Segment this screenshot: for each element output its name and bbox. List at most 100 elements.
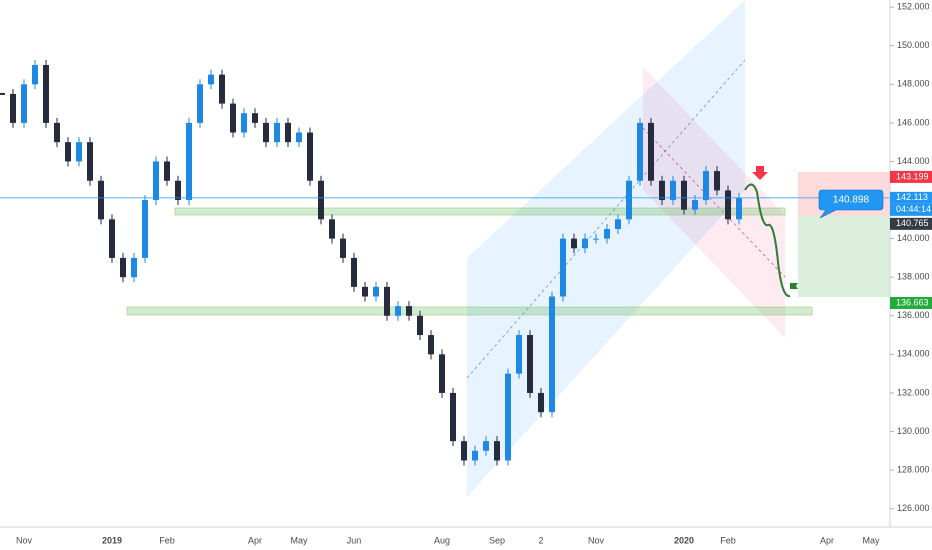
candle (0, 92, 5, 95)
candle (208, 74, 214, 85)
countdown-tag (890, 203, 932, 216)
y-tick-label: 152.000 (897, 2, 930, 12)
candle (637, 122, 643, 181)
support-zone (126, 306, 813, 316)
x-tick-label: Apr (820, 535, 834, 545)
y-tick-label: 148.000 (897, 79, 930, 89)
candle (98, 180, 104, 220)
candle (406, 306, 412, 316)
candle (87, 142, 93, 181)
candle (274, 122, 280, 143)
candle (65, 142, 71, 162)
x-tick-label: 2020 (674, 535, 694, 545)
candle (10, 93, 16, 123)
candle (692, 200, 698, 210)
candle (32, 65, 38, 85)
candle (362, 286, 368, 297)
candle (76, 142, 82, 162)
candle (648, 122, 654, 181)
x-tick-label: 2019 (102, 535, 122, 545)
candle (450, 392, 456, 442)
candle (527, 335, 533, 393)
candle (318, 180, 324, 220)
candle (153, 161, 159, 201)
x-tick-label: May (290, 535, 308, 545)
y-tick-label: 140.000 (897, 233, 930, 243)
candle (120, 257, 126, 278)
target-flag (790, 283, 798, 290)
price-tag (890, 191, 932, 204)
y-tick-label: 130.000 (897, 426, 930, 436)
x-tick-label: May (862, 535, 880, 545)
x-tick-label: Sep (489, 535, 505, 545)
y-tick-label: 136.000 (897, 310, 930, 320)
candle (604, 228, 610, 239)
candle (626, 180, 632, 220)
candle (21, 84, 27, 123)
candle (395, 306, 401, 316)
candle (219, 74, 225, 104)
candle (681, 180, 687, 210)
candle (131, 257, 137, 278)
candle (494, 441, 500, 461)
y-tick-label: 146.000 (897, 117, 930, 127)
y-tick-label: 128.000 (897, 464, 930, 474)
candle (659, 180, 665, 201)
candle (285, 122, 291, 143)
candle (439, 354, 445, 393)
price-tag (890, 170, 932, 183)
x-tick-label: 2 (538, 535, 543, 545)
price-tag-label: 142.113 (896, 192, 928, 202)
candle (483, 441, 489, 451)
price-tag (890, 296, 932, 309)
candle (703, 171, 709, 201)
candle (307, 132, 313, 181)
candle (505, 373, 511, 461)
x-tick-label: Apr (248, 535, 262, 545)
plot (0, 60, 890, 466)
candle (417, 315, 423, 336)
candle (109, 219, 115, 258)
channel-midline (466, 59, 746, 379)
candle (373, 286, 379, 297)
candle (252, 113, 258, 123)
x-tick-label: Nov (588, 535, 605, 545)
price-tag-label: 140.765 (896, 218, 929, 228)
candle (263, 122, 269, 143)
candle (54, 122, 60, 143)
candle (571, 238, 577, 249)
candle (241, 113, 247, 133)
candle (296, 132, 302, 143)
y-tick-label: 126.000 (897, 503, 930, 513)
sell-arrow (752, 166, 768, 180)
candle (516, 335, 522, 374)
target-zone (798, 216, 890, 297)
candle (340, 238, 346, 258)
support-zone (174, 207, 786, 216)
candle (351, 257, 357, 287)
candle (461, 441, 467, 461)
ascending-channel (467, 0, 745, 497)
y-tick-label: 132.000 (897, 387, 930, 397)
price-tag-label: 143.199 (896, 171, 929, 181)
candle (142, 200, 148, 258)
candle (230, 103, 236, 133)
candle (428, 335, 434, 355)
y-tick-label: 138.000 (897, 272, 930, 282)
x-tick-label: Nov (16, 535, 33, 545)
price-tag-label: 136.663 (896, 297, 929, 307)
candle (329, 219, 335, 239)
candle (670, 180, 676, 201)
projection-path (744, 183, 791, 298)
candle (197, 84, 203, 123)
candle (714, 171, 720, 191)
candle (538, 392, 544, 413)
candle (164, 161, 170, 181)
candle (725, 190, 731, 220)
candle (549, 296, 555, 413)
y-tick-label: 144.000 (897, 156, 930, 166)
candle (593, 238, 599, 240)
x-tick-label: Aug (434, 535, 450, 545)
